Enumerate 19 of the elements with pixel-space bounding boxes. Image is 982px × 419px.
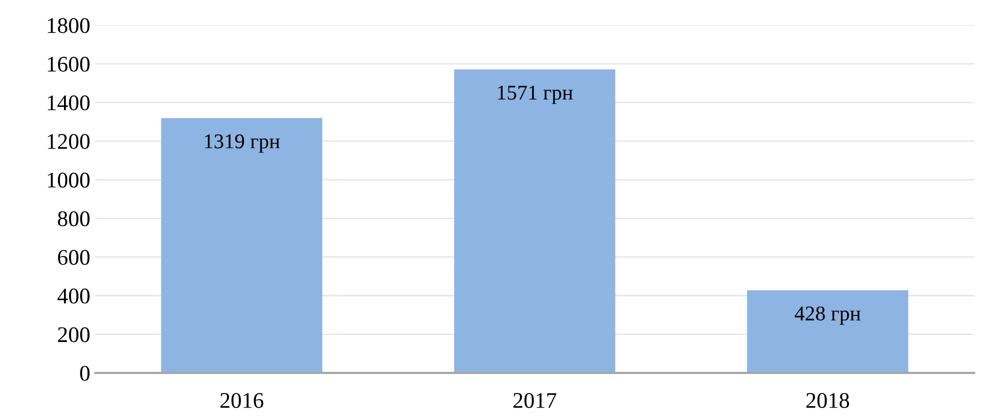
y-tick-label: 1200 xyxy=(48,134,90,149)
y-tick-label: 1400 xyxy=(48,95,90,110)
data-label: 1571 грн xyxy=(498,86,573,104)
bar xyxy=(161,118,322,373)
y-tick-label: 400 xyxy=(57,288,90,304)
x-tick-label: 2016 xyxy=(220,392,264,408)
x-tick-label: 2018 xyxy=(806,392,850,408)
y-tick-label: 600 xyxy=(58,250,90,265)
bar xyxy=(747,290,908,373)
y-tick-label: 1800 xyxy=(48,18,90,34)
data-label: 1319 грн xyxy=(205,134,280,153)
data-label: 428 грн xyxy=(794,306,860,325)
y-tick-label: 1000 xyxy=(48,172,90,188)
y-tick-label: 800 xyxy=(58,211,90,226)
y-tick-label: 1600 xyxy=(48,56,90,72)
y-tick-label: 0 xyxy=(80,366,90,381)
x-tick-label: 2017 xyxy=(513,392,556,408)
bar xyxy=(454,69,616,373)
y-tick-label: 200 xyxy=(58,327,90,342)
